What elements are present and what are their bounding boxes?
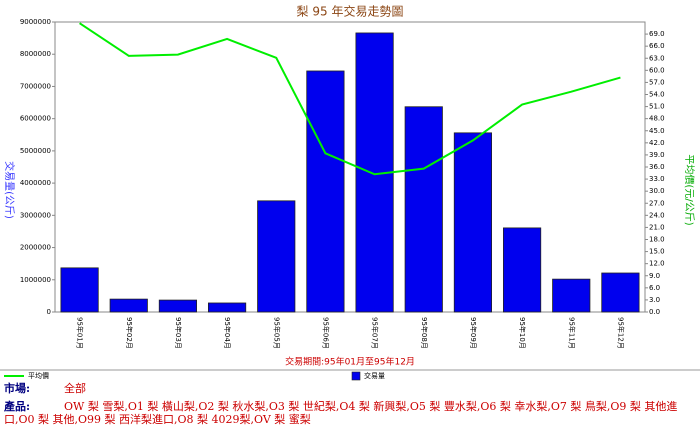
- legend-label: 平均價: [28, 371, 49, 380]
- market-row: 市場: 全部: [4, 382, 86, 395]
- y-tick-label: 9000000: [20, 18, 51, 26]
- y-tick-label: 5000000: [20, 147, 51, 155]
- x-tick-label: 95年08月: [420, 317, 429, 349]
- y2-tick-label: 60.0: [649, 66, 665, 74]
- x-tick-label: 95年06月: [321, 317, 330, 349]
- y2-tick-label: 30.0: [649, 187, 665, 195]
- market: 全部: [64, 382, 86, 395]
- y2-tick-label: 42.0: [649, 139, 665, 147]
- bar: [109, 298, 148, 313]
- bar: [257, 200, 296, 313]
- y-tick-label: 1000000: [20, 276, 51, 284]
- y-tick-label: 7000000: [20, 82, 51, 90]
- bar: [60, 267, 99, 313]
- plot-area: [54, 21, 646, 313]
- x-tick-label: 95年09月: [469, 317, 478, 349]
- x-tick-label: 95年10月: [518, 317, 527, 349]
- y-tick-label: 3000000: [20, 211, 51, 219]
- bar: [158, 299, 198, 313]
- bar: [552, 278, 591, 313]
- x-tick-label: 95年05月: [272, 317, 281, 349]
- y-tick-label: 8000000: [20, 50, 51, 58]
- x-tick-label: 95年03月: [174, 317, 183, 349]
- x-tick-label: 95年12月: [616, 317, 625, 349]
- y2-tick-label: 69.0: [649, 30, 665, 38]
- x-tick-label: 95年07月: [371, 317, 380, 349]
- y2-tick-label: 15.0: [649, 248, 665, 256]
- market-label: 市場:: [4, 382, 31, 395]
- y2-tick-label: 57.0: [649, 78, 665, 86]
- bar: [453, 132, 493, 313]
- y2-tick-label: 54.0: [649, 91, 665, 99]
- y2-tick-label: 27.0: [649, 199, 665, 207]
- y2-tick-label: 18.0: [649, 236, 665, 244]
- y2-tick-label: 48.0: [649, 115, 665, 123]
- y-tick-label: 0: [47, 308, 51, 316]
- y2-tick-label: 3.0: [649, 296, 660, 304]
- bar: [404, 106, 443, 313]
- y2-tick-label: 0.0: [649, 308, 660, 316]
- y2-tick-label: 36.0: [649, 163, 665, 171]
- line: [79, 22, 621, 176]
- bar: [502, 227, 542, 313]
- y2-tick-label: 45.0: [649, 127, 665, 135]
- y2-tick-label: 21.0: [649, 223, 665, 231]
- products: OW 梨 雪梨,O1 梨 橫山梨,O2 梨 秋水梨,O3 梨 世紀梨,O4 梨 …: [4, 400, 678, 426]
- x-tick-label: 95年01月: [76, 317, 85, 349]
- bar: [601, 272, 640, 313]
- y2-tick-label: 63.0: [649, 54, 665, 62]
- y2-tick-label: 51.0: [649, 103, 665, 111]
- y2-tick-label: 9.0: [649, 272, 660, 280]
- legend-label: 交易量: [364, 371, 385, 380]
- y2-tick-label: 6.0: [649, 284, 660, 292]
- y2-tick-label: 66.0: [649, 42, 665, 50]
- y2-tick-label: 39.0: [649, 151, 665, 159]
- x-tick-label: 95年04月: [223, 317, 232, 349]
- y2-tick-label: 12.0: [649, 260, 665, 268]
- product-label: 產品:: [4, 400, 31, 413]
- x-tick-label: 95年02月: [125, 317, 134, 349]
- legend-swatch: [351, 371, 361, 381]
- x-tick-label: 95年11月: [567, 317, 576, 349]
- bar: [207, 302, 247, 313]
- subtitle: 交易期間:95年01月至95年12月: [285, 356, 415, 368]
- y2-tick-label: 24.0: [649, 211, 665, 219]
- chart: 梨 95 年交易走勢圖 交易期間:95年01月至95年12月 交易量(公斤) 平…: [0, 4, 700, 381]
- y-tick-label: 4000000: [20, 179, 51, 187]
- y2-axis-label: 平均價(元/公斤): [683, 154, 696, 225]
- y-axis-label: 交易量(公斤): [3, 161, 16, 219]
- y2-tick-label: 33.0: [649, 175, 665, 183]
- product-row: 產品: OW 梨 雪梨,O1 梨 橫山梨,O2 梨 秋水梨,O3 梨 世紀梨,O4…: [4, 400, 694, 426]
- y-tick-label: 6000000: [20, 115, 51, 123]
- bar: [306, 70, 345, 313]
- y-tick-label: 2000000: [20, 244, 51, 252]
- chart-title: 梨 95 年交易走勢圖: [297, 4, 404, 19]
